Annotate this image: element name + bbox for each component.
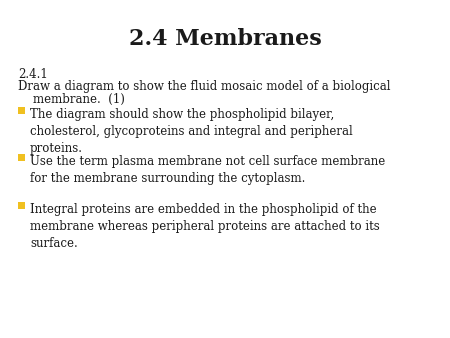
Text: membrane.  (1): membrane. (1) (18, 93, 125, 106)
Text: Integral proteins are embedded in the phospholipid of the
membrane whereas perip: Integral proteins are embedded in the ph… (30, 203, 380, 250)
FancyBboxPatch shape (18, 106, 25, 114)
FancyBboxPatch shape (18, 201, 25, 209)
Text: 2.4 Membranes: 2.4 Membranes (129, 28, 321, 50)
Text: 2.4.1: 2.4.1 (18, 68, 48, 81)
Text: Use the term plasma membrane not cell surface membrane
for the membrane surround: Use the term plasma membrane not cell su… (30, 155, 385, 185)
FancyBboxPatch shape (18, 153, 25, 161)
Text: Draw a diagram to show the fluid mosaic model of a biological: Draw a diagram to show the fluid mosaic … (18, 80, 391, 93)
Text: The diagram should show the phospholipid bilayer,
cholesterol, glycoproteins and: The diagram should show the phospholipid… (30, 108, 353, 155)
